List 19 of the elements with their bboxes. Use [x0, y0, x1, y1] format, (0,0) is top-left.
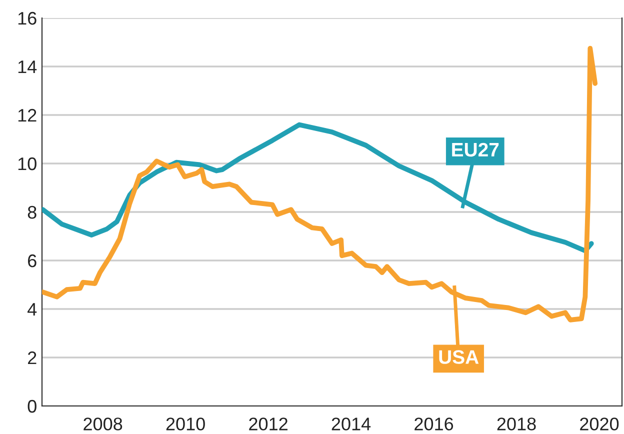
y-tick-label: 4 [28, 303, 37, 316]
y-tick-label: 6 [28, 254, 36, 268]
y-tick-label: 2 [28, 351, 36, 364]
x-tick-label: 2010 [166, 418, 205, 430]
y-tick-label: 16 [18, 12, 36, 25]
x-tick-label: 2016 [414, 418, 454, 430]
series-label: EU27 [452, 142, 499, 157]
x-tick-label: 2012 [249, 418, 288, 430]
x-tick-label: 2008 [84, 418, 122, 430]
x-tick-label: 2020 [580, 418, 619, 430]
x-tick-label: 2018 [497, 418, 536, 430]
y-tick-label: 10 [18, 157, 36, 170]
x-tick-label: 2014 [332, 418, 371, 430]
y-tick-label: 0 [28, 400, 36, 413]
y-tick-label: 14 [18, 60, 37, 74]
y-tick-label: 12 [18, 108, 36, 122]
line-series [42, 122, 594, 254]
text: USA [439, 350, 479, 364]
y-tick-label: 8 [28, 206, 36, 219]
